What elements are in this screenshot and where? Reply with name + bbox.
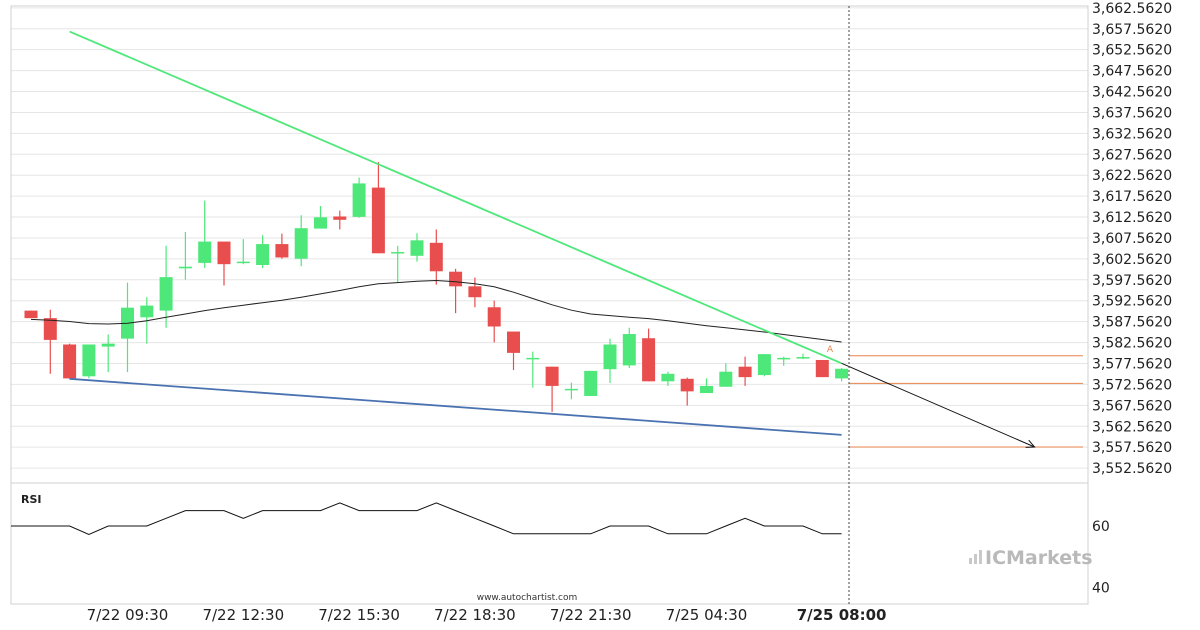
brand-bars-icon [969, 550, 982, 564]
trendlines [69, 30, 842, 436]
candle-body [757, 354, 771, 376]
watermark-text: www.autochartist.com [477, 593, 578, 603]
y-tick-label: 3,587.5620 [1092, 315, 1172, 331]
y-tick-label: 3,632.5620 [1092, 126, 1172, 142]
y-tick-label: 3,552.5620 [1092, 461, 1172, 477]
candle-body [410, 240, 424, 256]
candle-body [796, 357, 810, 359]
y-tick-label: 3,637.5620 [1092, 105, 1172, 121]
y-tick-label: 3,567.5620 [1092, 398, 1172, 414]
candle-body [63, 344, 77, 379]
x-axis: 7/22 09:30 7/22 12:30 7/22 15:30 7/22 18:30… [87, 606, 887, 624]
candle-body [777, 357, 791, 360]
brand-name: Markets [1006, 547, 1093, 569]
candle-body [429, 242, 443, 272]
candle-body [140, 305, 154, 318]
rsi-tick-label: 40 [1092, 581, 1110, 597]
x-tick-label: 7/22 21:30 [550, 606, 632, 624]
candle-body [526, 357, 540, 360]
candle-body [101, 343, 115, 347]
rsi-tick-label: 60 [1092, 519, 1110, 535]
y-tick-label: 3,592.5620 [1092, 294, 1172, 310]
candle-body [738, 366, 752, 378]
moving-average [30, 279, 842, 343]
candle-body [564, 388, 578, 391]
marker-a-label: A [827, 345, 834, 355]
y-tick-label: 3,562.5620 [1092, 419, 1172, 435]
y-tick-label: 3,662.5620 [1092, 1, 1172, 17]
y-tick-label: 3,627.5620 [1092, 147, 1172, 163]
candle-body [352, 183, 366, 217]
candle-body [333, 216, 347, 220]
svg-text:ICMarkets: ICMarkets [985, 547, 1093, 569]
candle-body [178, 266, 192, 269]
y-tick-label: 3,607.5620 [1092, 231, 1172, 247]
brand-logo: ICMarkets [969, 547, 1093, 569]
candle-body [24, 310, 38, 319]
y-tick-label: 3,642.5620 [1092, 85, 1172, 101]
y-tick-label: 3,647.5620 [1092, 64, 1172, 80]
candle-body [487, 307, 501, 327]
candle-body [236, 261, 250, 264]
price-levels: A [827, 345, 1083, 448]
candle-body [661, 373, 675, 382]
projection-line [841, 362, 1035, 448]
x-tick-label: 7/22 18:30 [434, 606, 516, 624]
candle-body [680, 378, 694, 392]
y-tick-label: 3,622.5620 [1092, 168, 1172, 184]
candle-body [275, 244, 289, 258]
y-tick-label: 3,577.5620 [1092, 356, 1172, 372]
candle-body [256, 244, 270, 266]
ma-line [30, 279, 842, 343]
resistance-line [69, 30, 842, 365]
candle-body [43, 318, 57, 340]
y-tick-label: 3,582.5620 [1092, 336, 1172, 352]
y-tick-label: 3,557.5620 [1092, 440, 1172, 456]
candles [24, 162, 849, 412]
candle-body [545, 366, 559, 386]
brand-prefix: IC [985, 547, 1006, 569]
y-tick-label: 3,617.5620 [1092, 189, 1172, 205]
support-line [69, 377, 842, 436]
candle-body [294, 228, 308, 259]
rsi-line [11, 502, 842, 535]
rsi-panel: 60 40 [11, 502, 1110, 597]
y-tick-label: 3,602.5620 [1092, 252, 1172, 268]
candle-body [603, 344, 617, 370]
x-tick-label: 7/22 09:30 [87, 606, 169, 624]
candle-body [198, 241, 212, 263]
candle-body [314, 217, 327, 229]
candle-body [82, 344, 96, 377]
projection-arrowhead [1025, 439, 1036, 448]
y-tick-label: 3,652.5620 [1092, 43, 1172, 59]
candle-body [719, 371, 733, 387]
y-tick-label: 3,657.5620 [1092, 22, 1172, 38]
y-tick-label: 3,597.5620 [1092, 273, 1172, 289]
candle-body [449, 271, 463, 287]
candle-body [835, 368, 849, 379]
candle-body [642, 338, 656, 382]
x-tick-label: 7/25 04:30 [666, 606, 748, 624]
grid-lines [11, 7, 1088, 484]
candle-body [371, 187, 385, 254]
candle-body [507, 331, 520, 353]
y-tick-label: 3,572.5620 [1092, 377, 1172, 393]
rsi-label: RSI [21, 493, 42, 506]
x-tick-label: 7/22 15:30 [318, 606, 400, 624]
candle-body [217, 241, 231, 265]
candle-body [622, 334, 636, 366]
candle-body [391, 252, 405, 254]
y-tick-label: 3,612.5620 [1092, 210, 1172, 226]
y-axis: 3,662.5620 3,657.5620 3,652.5620 3,647.5620… [1092, 1, 1172, 477]
candle-body [468, 286, 482, 298]
candle-body [700, 385, 713, 394]
candle-body [584, 370, 598, 396]
candle-body [159, 277, 173, 311]
x-tick-label: 7/22 12:30 [202, 606, 284, 624]
candle-body [815, 359, 829, 378]
x-tick-label: 7/25 08:00 [797, 606, 887, 624]
projection-arrow [841, 362, 1036, 448]
plot-frame [10, 5, 1089, 605]
